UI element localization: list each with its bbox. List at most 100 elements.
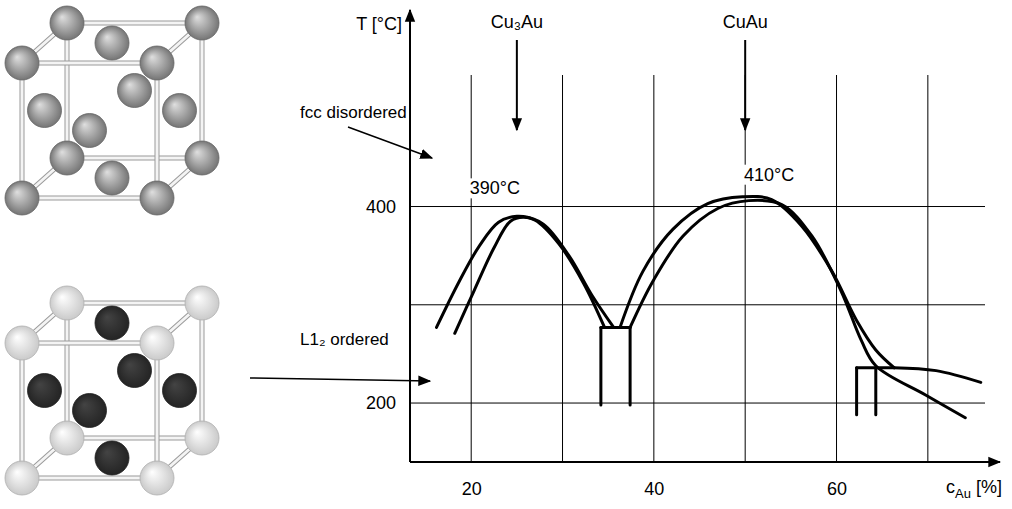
phase-arrow	[516, 40, 518, 130]
cube-edge-outline	[200, 303, 205, 438]
x-tick: 40	[644, 462, 664, 499]
grid-line-y	[410, 403, 985, 404]
y-tick-label: 200	[366, 393, 396, 413]
phase-label: Cu₃Au	[491, 12, 543, 32]
atom	[140, 461, 174, 495]
atom	[95, 441, 129, 475]
phase-arrow	[744, 40, 746, 130]
y-tick: 400	[366, 197, 410, 217]
cube-edge	[66, 303, 69, 438]
x-tick-label: 40	[644, 479, 664, 499]
atom	[95, 306, 129, 340]
grid-line-x	[471, 75, 472, 462]
atom	[50, 141, 84, 175]
phase-boundary	[599, 327, 602, 405]
phase-boundary	[455, 217, 614, 333]
x-tick-label: 60	[827, 479, 847, 499]
cube-edge-outline	[20, 343, 25, 478]
atom	[185, 421, 219, 455]
cube-edge-outline	[155, 343, 160, 478]
atom	[118, 74, 152, 108]
annotation: 390°C	[468, 178, 522, 198]
cube-edge	[22, 197, 157, 200]
cube-edge-outline	[20, 63, 25, 198]
atom	[185, 286, 219, 320]
grid-line-y	[410, 304, 985, 305]
atom	[28, 374, 62, 408]
atom	[28, 94, 62, 128]
atom	[95, 161, 129, 195]
cube-edge	[201, 23, 204, 158]
cube-edge-outline	[65, 303, 70, 438]
x-tick-label: 20	[462, 479, 482, 499]
cube-edge-outline	[67, 301, 202, 306]
cube-edge	[156, 343, 159, 478]
cube-edge	[21, 63, 24, 198]
atom	[140, 46, 174, 80]
phase-boundary	[855, 368, 858, 415]
figure: 204060200400T [°C]cAu [%]Cu₃AuCuAu390°C4…	[0, 0, 1012, 509]
cube-edge-outline	[67, 436, 202, 441]
cube-edge	[22, 342, 157, 345]
atom	[140, 181, 174, 215]
annotation-label: 390°C	[470, 178, 520, 198]
y-tick-label: 400	[366, 197, 396, 217]
annotation: 410°C	[742, 165, 796, 185]
cube-edge-outline	[65, 23, 70, 158]
y-axis: 200 400	[366, 10, 410, 462]
phase-boundary	[629, 327, 632, 405]
annotation-background	[742, 165, 796, 185]
cube-edge	[201, 303, 204, 438]
phase-boundary	[630, 200, 965, 418]
annotation-background	[468, 178, 522, 198]
cube-edge-outline	[22, 61, 157, 66]
y-axis-title: T [°C]	[356, 14, 402, 34]
cube-edge	[67, 437, 202, 440]
phase-boundary	[601, 326, 630, 329]
atom	[5, 181, 39, 215]
grid	[410, 75, 985, 462]
cube-edge	[67, 22, 202, 25]
x-tick: 60	[827, 462, 847, 499]
cube-edge-outline	[155, 63, 160, 198]
x-axis-line	[410, 461, 1000, 463]
grid-line-x	[745, 75, 746, 462]
atom	[73, 114, 107, 148]
grid-line-x	[836, 75, 837, 462]
atom	[163, 94, 197, 128]
x-axis: 20 40 60	[410, 462, 1000, 499]
cube-edge	[66, 23, 69, 158]
structure-label: L1₂ ordered	[300, 330, 389, 349]
annotation-label: 410°C	[744, 165, 794, 185]
cube-edge-outline	[67, 156, 202, 161]
cube-edge-outline	[67, 21, 202, 26]
plot-area	[436, 196, 980, 417]
cube-edge-outline	[200, 23, 205, 158]
grid-line-x	[562, 75, 563, 462]
cube-edge	[67, 302, 202, 305]
grid-line-y	[410, 206, 985, 207]
phase-boundary	[894, 368, 981, 383]
atom	[5, 326, 39, 360]
cube-edge	[21, 343, 24, 478]
atom	[5, 461, 39, 495]
phase-boundary	[874, 368, 877, 415]
cube-edge	[67, 157, 202, 160]
atom	[50, 421, 84, 455]
structure-label: fcc disordered	[300, 103, 407, 122]
atom	[50, 286, 84, 320]
cube-edge	[22, 62, 157, 65]
atom	[118, 354, 152, 388]
cube-edge-outline	[22, 341, 157, 346]
structure-arrow	[348, 127, 432, 158]
phase-boundary	[620, 196, 894, 367]
y-tick: 200	[366, 393, 410, 413]
cube-edge	[156, 63, 159, 198]
atom	[140, 326, 174, 360]
atom	[5, 46, 39, 80]
atom	[73, 394, 107, 428]
structure-arrow	[250, 378, 430, 381]
cube-edge-outline	[22, 476, 157, 481]
crystal-structure	[5, 286, 219, 495]
atom	[185, 6, 219, 40]
